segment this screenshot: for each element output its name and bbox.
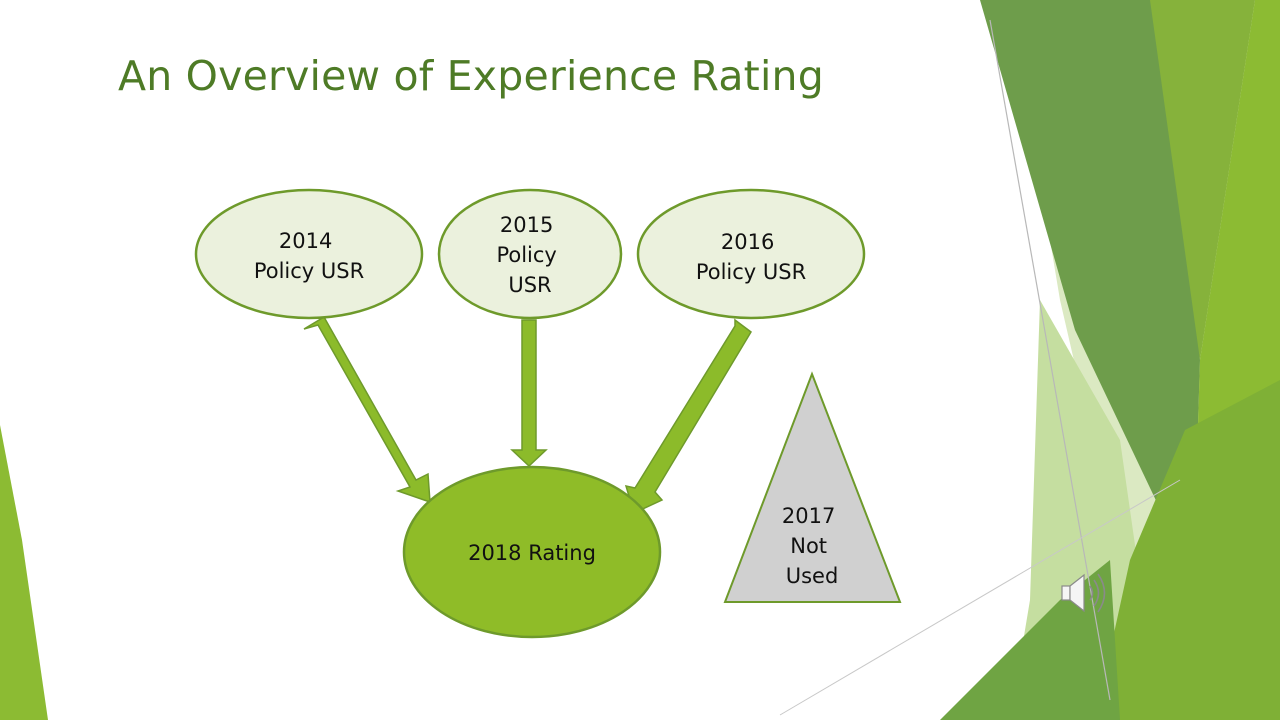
arrow-2014-to-rating — [303, 315, 431, 504]
arrow-2016-to-rating — [624, 318, 752, 515]
policy-node-2014-line-1: 2014 — [279, 229, 332, 253]
speaker-icon[interactable] — [1061, 573, 1106, 613]
right-plane-lower-mid — [1095, 380, 1280, 720]
rating-node-label: 2018 Rating — [468, 541, 596, 565]
excluded-node-line-1: 2017 — [782, 504, 835, 528]
slide-title: An Overview of Experience Rating — [118, 52, 824, 100]
svg-text:2015 Policy US: 2015 Policy USR — [496, 213, 563, 297]
svg-text:2014 Policy USR: 2014 Policy USR — [254, 229, 364, 283]
policy-node-2015-line-1: 2015 — [500, 213, 553, 237]
left-accent-strip — [0, 425, 48, 720]
excluded-node-line-3: Used — [786, 564, 839, 588]
rating-node-2018: 2018 Rating — [402, 465, 662, 639]
excluded-node-line-2: Not — [790, 534, 827, 558]
deco-line-2 — [779, 479, 1181, 716]
arrow-2015-to-rating — [510, 319, 548, 468]
policy-node-2016: 2016 Policy USR — [636, 188, 866, 320]
svg-text:2016 Policy USR: 2016 Policy USR — [696, 230, 806, 284]
policy-node-2014: 2014 Policy USR — [194, 188, 424, 320]
svg-text:2017 Not Used: 2017 Not Used — [782, 504, 842, 588]
right-plane-mid-top — [1150, 0, 1255, 360]
excluded-node-2017: 2017 Not Used — [723, 371, 902, 603]
policy-node-2015: 2015 Policy USR — [437, 188, 623, 320]
policy-node-2015-line-3: USR — [508, 273, 551, 297]
policy-node-2016-line-2: Policy USR — [696, 260, 806, 284]
policy-node-2015-line-2: Policy — [496, 243, 556, 267]
policy-node-2014-line-2: Policy USR — [254, 259, 364, 283]
policy-node-2016-line-1: 2016 — [721, 230, 774, 254]
right-plane-dark — [980, 0, 1200, 530]
